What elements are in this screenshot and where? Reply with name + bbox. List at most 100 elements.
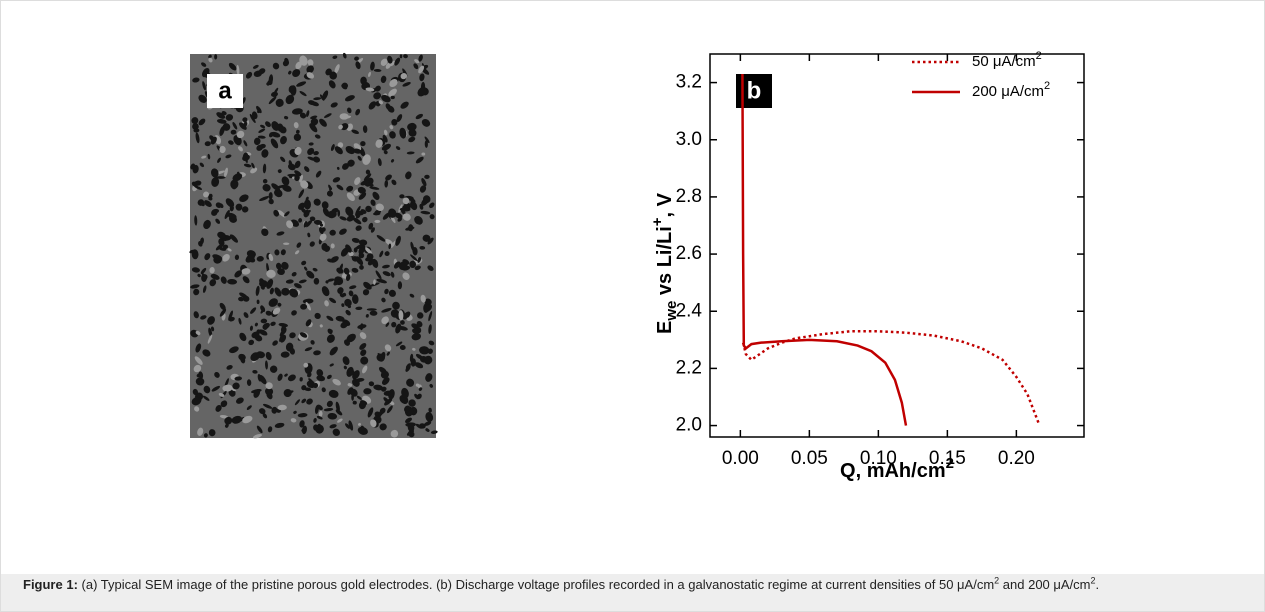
pore (268, 96, 277, 105)
pore (334, 146, 343, 155)
pore (193, 185, 203, 190)
pore (280, 156, 286, 163)
pore (260, 307, 265, 314)
pore (203, 433, 208, 438)
pore (207, 316, 215, 325)
pore (313, 417, 317, 423)
pore (242, 117, 248, 123)
pore (342, 163, 349, 170)
pore (319, 233, 327, 241)
pore (293, 122, 299, 129)
pore (252, 64, 259, 69)
pore (227, 212, 237, 220)
pore (305, 301, 311, 311)
pore (198, 94, 207, 103)
pore (406, 378, 415, 387)
pore (237, 171, 240, 176)
y-tick-label: 3.0 (676, 129, 702, 150)
sem-image (189, 52, 438, 439)
pore (202, 349, 211, 357)
pore (245, 253, 255, 263)
pore (201, 62, 207, 67)
pore (211, 208, 220, 214)
pore (416, 312, 424, 319)
pore (400, 72, 408, 80)
pore (252, 433, 263, 439)
pore (354, 177, 361, 185)
pore (411, 333, 422, 341)
legend-sup: 2 (1044, 80, 1050, 92)
pore (212, 254, 223, 261)
pore (424, 421, 432, 426)
pore (299, 55, 308, 66)
pore (425, 428, 430, 432)
pore (334, 64, 340, 74)
pore (193, 288, 200, 296)
pore (234, 376, 243, 381)
pore (313, 277, 320, 285)
plot-frame (709, 53, 1085, 438)
pore (419, 73, 425, 82)
pore (326, 190, 333, 197)
pore (401, 387, 409, 399)
pore (229, 346, 239, 354)
pore (360, 349, 367, 356)
pore (238, 146, 243, 152)
pore (225, 114, 234, 121)
pore (304, 387, 312, 392)
pore (245, 71, 253, 79)
pore (388, 88, 397, 97)
pore (215, 404, 222, 412)
pore (347, 107, 352, 114)
pore (194, 215, 198, 226)
x-tick-label: 0.05 (791, 448, 828, 469)
pore (344, 339, 351, 346)
pore (241, 206, 249, 213)
pore (353, 148, 362, 154)
pore (428, 310, 433, 322)
pore (265, 310, 272, 316)
pore (362, 289, 370, 296)
pore (273, 209, 280, 217)
pore (315, 170, 322, 178)
pore (265, 121, 271, 128)
pore (374, 219, 381, 223)
scale-bar-label: 1 μm (480, 93, 536, 120)
pore (321, 286, 330, 297)
x-axis-label: Q, mAh/cm2 (840, 455, 954, 482)
pore (208, 57, 213, 63)
pore (302, 298, 314, 304)
pore (280, 249, 286, 256)
pore (409, 353, 414, 363)
pore (390, 95, 395, 100)
pore (301, 398, 307, 404)
y-axis-label: Ewe vs Li/Li+, V (649, 192, 680, 334)
pore (400, 320, 405, 325)
panel-label: a (218, 77, 232, 104)
pore (298, 202, 305, 210)
pore (355, 213, 361, 219)
pore (312, 267, 318, 272)
pore (363, 281, 372, 290)
pore (368, 222, 374, 230)
pore (268, 298, 278, 307)
pore (299, 332, 308, 338)
pore (379, 423, 387, 431)
pore (319, 94, 325, 101)
pore (339, 216, 347, 221)
pore (198, 371, 204, 379)
pore (248, 339, 255, 346)
pore (299, 112, 307, 119)
pore (348, 290, 354, 297)
pore (388, 289, 396, 297)
pore (369, 186, 380, 190)
pore (375, 270, 382, 280)
pore (301, 207, 307, 214)
pore (232, 122, 238, 130)
pore (323, 245, 331, 252)
caption-label: Figure 1: (23, 577, 78, 592)
pore (383, 150, 388, 155)
pore (228, 62, 237, 71)
pore (359, 264, 364, 270)
pore (347, 159, 355, 167)
